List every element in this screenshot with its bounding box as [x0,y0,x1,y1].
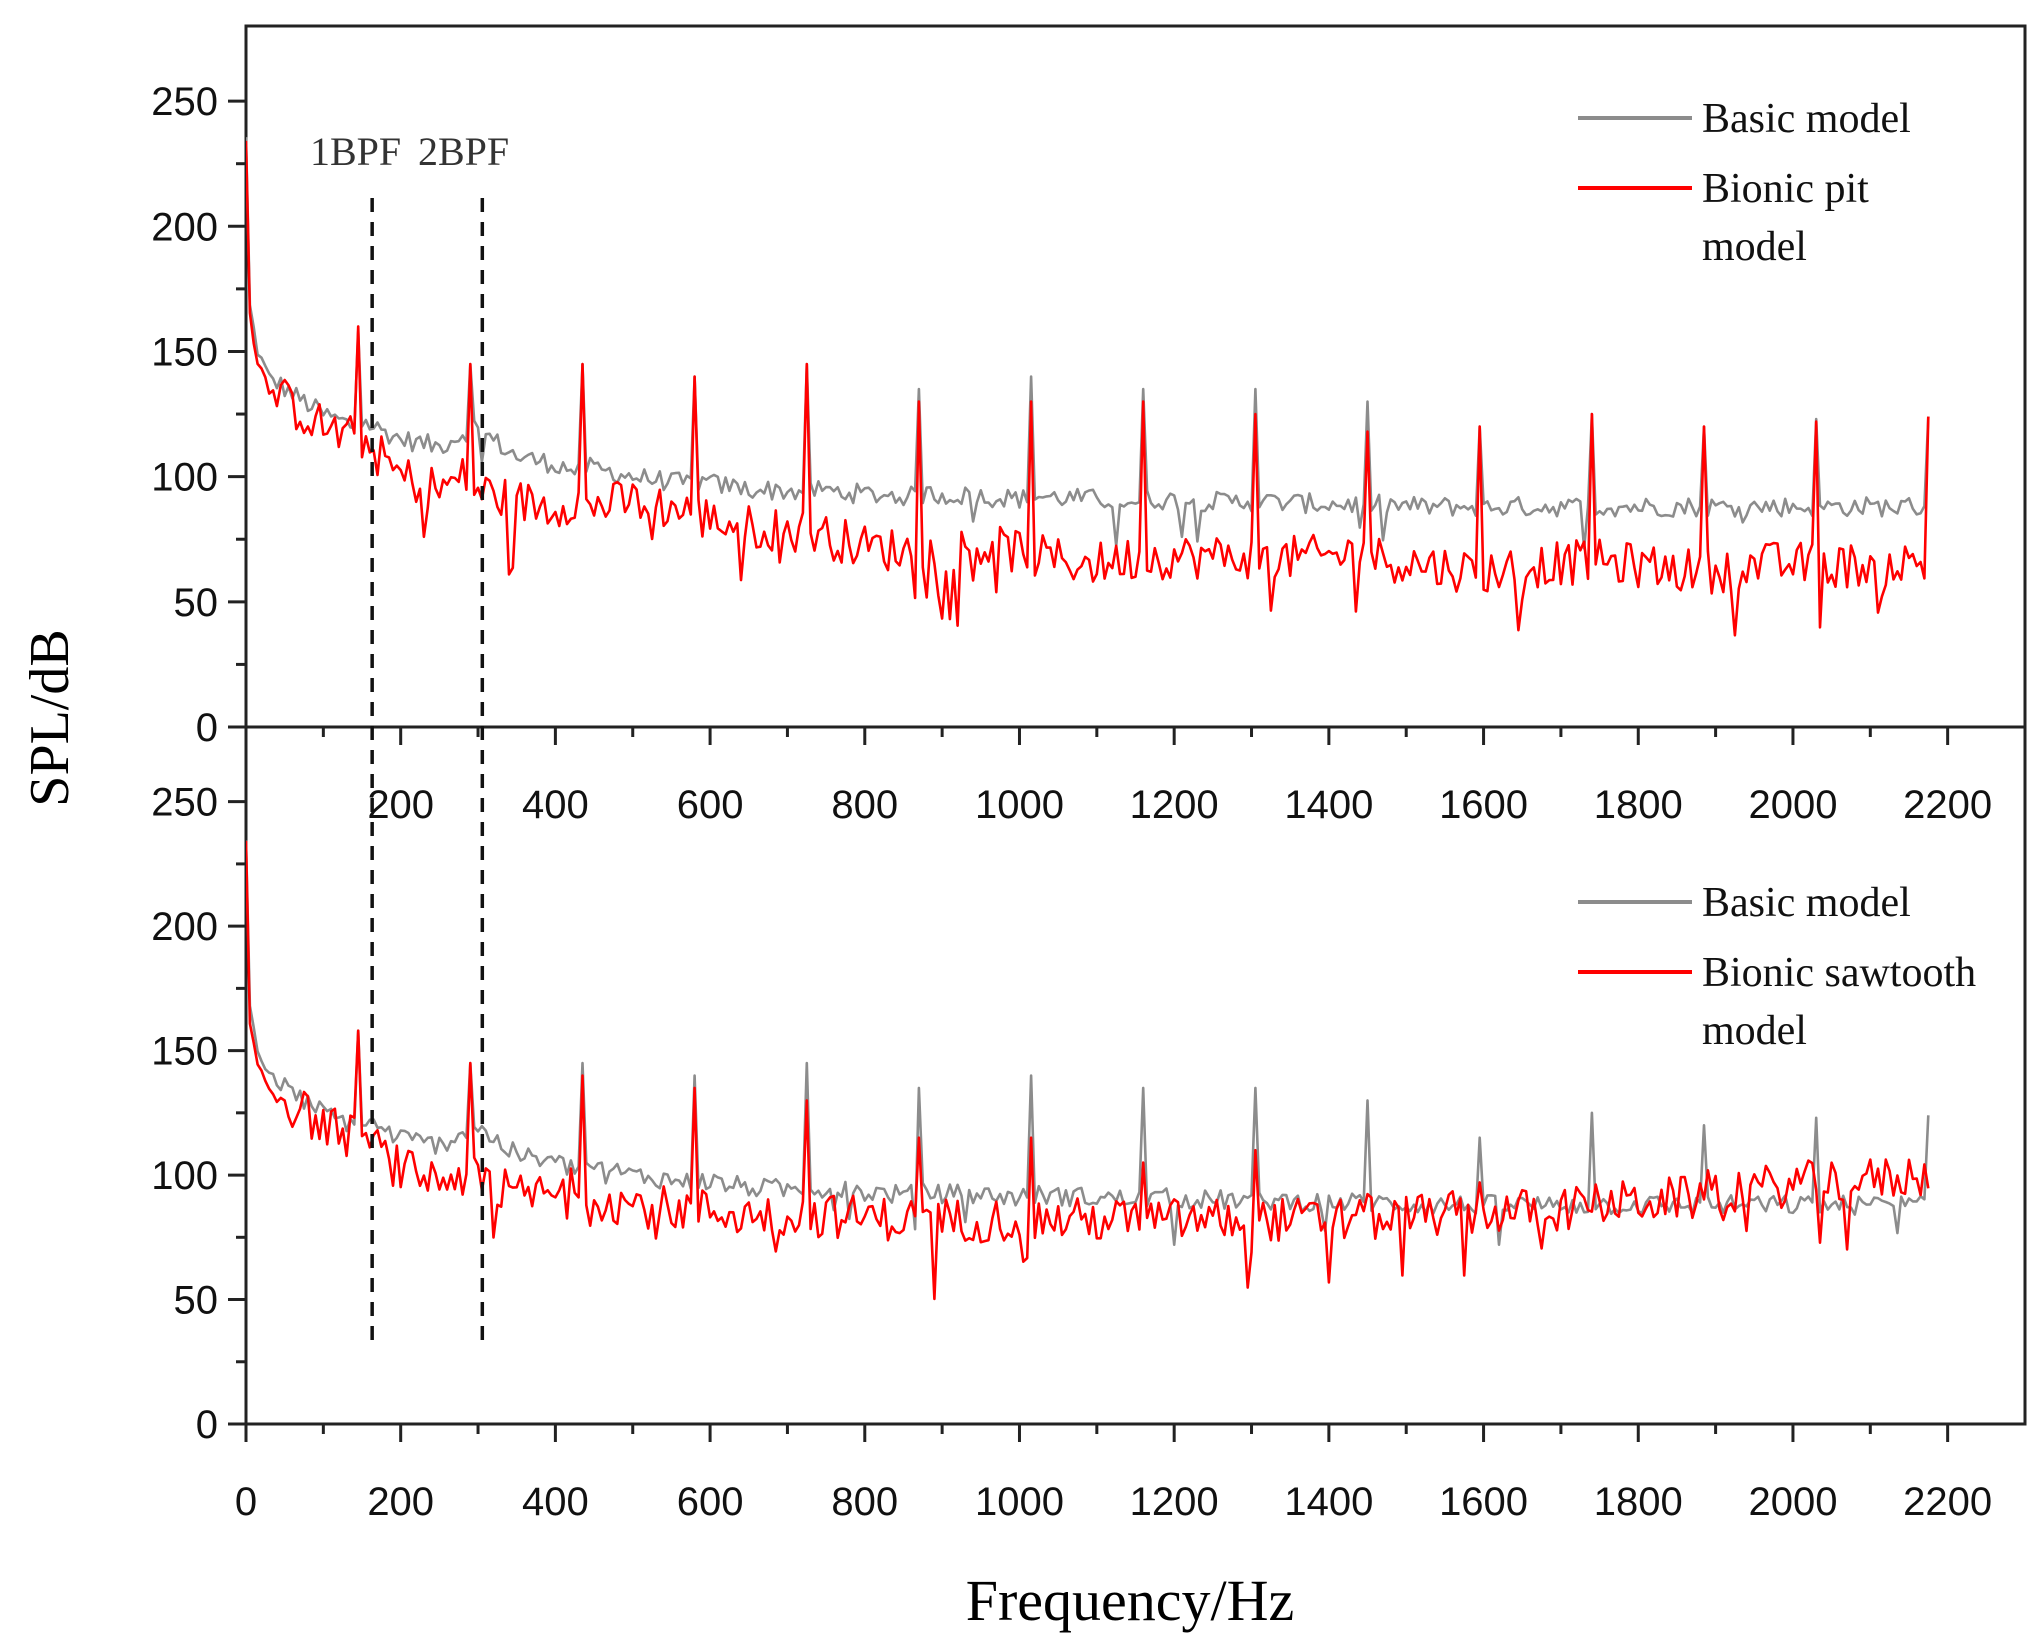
x-tick-label: 1600 [1439,1480,1528,1524]
y-tick-label: 150 [151,1030,218,1074]
x-tick-label: 2200 [1903,1480,1992,1524]
x-tick-label: 200 [367,1480,434,1524]
x-tick-label: 1200 [1130,783,1219,827]
x-tick-label: 800 [831,783,898,827]
bpf-label: 2BPF [418,129,509,174]
x-tick-label: 1000 [975,1480,1064,1524]
y-tick-label: 200 [151,905,218,949]
x-tick-label: 0 [235,1480,257,1524]
series-line-basic [246,137,1930,550]
x-tick-label: 400 [522,783,589,827]
x-tick-label: 1200 [1130,1480,1219,1524]
x-tick-label: 2200 [1903,783,1992,827]
y-tick-label: 200 [151,205,218,249]
x-tick-label: 1600 [1439,783,1528,827]
x-tick-label: 200 [367,783,434,827]
legend-label: Basic model [1702,96,1911,142]
x-tick-label: 1400 [1284,1480,1373,1524]
legend-label: Bionic pit model [1702,166,1869,270]
legend-label: Bionic sawtooth model [1702,950,1976,1054]
series-line-basic [246,840,1930,1246]
y-tick-label: 250 [151,80,218,124]
legend-label-line: model [1702,224,1807,270]
y-axis-label: SPL/dB [19,629,81,806]
panel-bottom: 0 50 100 150 200 250 0 200 400 600 800 1000 1200 1400… [151,725,2027,1524]
x-tick-label: 2000 [1748,783,1837,827]
plot-frame [244,725,2027,1426]
legend-label: Basic model [1702,880,1911,926]
y-tick-label: 0 [196,706,218,750]
x-tick-label: 1800 [1594,783,1683,827]
legend-label-line: Bionic pit [1702,166,1869,212]
x-tick-label: 1800 [1594,1480,1683,1524]
x-axis-label: Frequency/Hz [966,1568,1295,1633]
bpf-markers: 1BPF 2BPF [310,129,509,1344]
series-line-bionic [246,140,1930,637]
legend-label-line: Bionic sawtooth [1702,950,1976,996]
x-tick-label: 600 [677,783,744,827]
y-tick-label: 100 [151,456,218,500]
x-tick-label: 2000 [1748,1480,1837,1524]
y-tick-label: 250 [151,781,218,825]
x-tick-label: 800 [831,1480,898,1524]
series-line-bionic [246,840,1930,1301]
x-tick-label: 400 [522,1480,589,1524]
y-tick-label: 50 [174,1279,219,1323]
bpf-label: 1BPF [310,129,401,174]
y-tick-label: 150 [151,330,218,374]
panel-top: 0 50 100 150 200 250 200 400 600 800 1000 1200 1400 1… [151,24,2027,827]
x-tick-label: 1000 [975,783,1064,827]
x-tick-label: 1400 [1284,783,1373,827]
x-tick-label: 600 [677,1480,744,1524]
y-tick-label: 100 [151,1154,218,1198]
y-tick-label: 50 [174,581,219,625]
legend-label-line: model [1702,1008,1807,1054]
y-tick-label: 0 [196,1403,218,1447]
